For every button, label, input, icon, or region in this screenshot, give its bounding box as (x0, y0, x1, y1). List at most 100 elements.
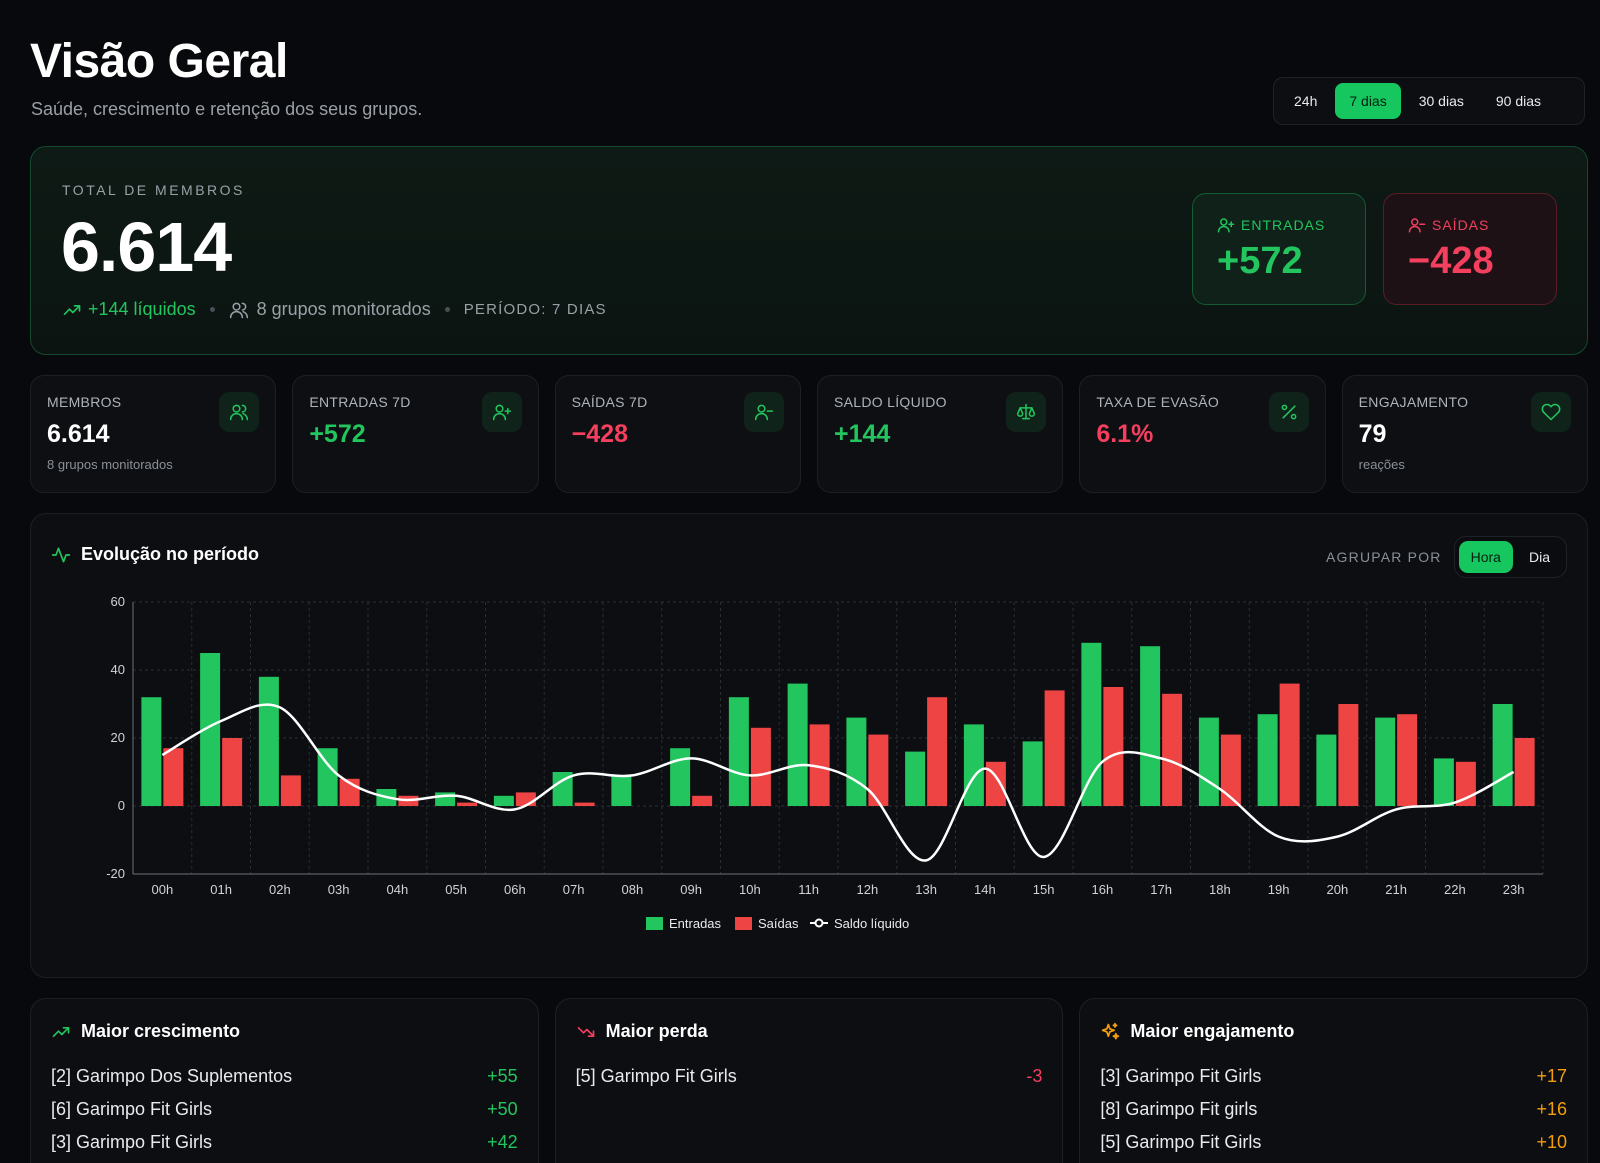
range-tabs: 24h 7 dias 30 dias 90 dias (1273, 77, 1585, 125)
bar-entradas (317, 748, 338, 806)
net-change-label: +144 líquidos (88, 299, 196, 319)
bar-saidas (1397, 714, 1418, 806)
ranking-engagement-card: Maior engajamento [3] Garimpo Fit Girls +… (1079, 998, 1589, 1163)
x-tick-label: 22h (1444, 882, 1466, 897)
group-tab-day[interactable]: Dia (1528, 549, 1550, 565)
bar-saidas (1103, 687, 1124, 806)
x-tick-label: 07h (563, 882, 585, 897)
user-plus-icon (481, 392, 522, 432)
bar-saidas (927, 697, 948, 806)
bar-entradas (200, 653, 221, 806)
net-change: +144 líquidos (62, 299, 196, 320)
bar-entradas (1316, 734, 1337, 806)
bar-saidas (1044, 690, 1065, 806)
ranking-row[interactable]: [3] Garimpo Fit Girls +42 (51, 1126, 518, 1159)
x-tick-label: 03h (328, 882, 350, 897)
bar-entradas (1198, 717, 1219, 806)
x-tick-label: 05h (445, 882, 467, 897)
ranking-group-name: [3] Garimpo Fit Girls (1100, 1066, 1262, 1086)
bar-saidas (1220, 734, 1241, 806)
ranking-group-name: [3] Garimpo Fit Girls (51, 1132, 213, 1152)
evolution-chart: -20 0 20 40 60 00h 01h 02h 03h 04h 05h 06h 07h 08h 09h… (106, 594, 1544, 931)
x-tick-label: 09h (680, 882, 702, 897)
percent-icon (1268, 392, 1309, 432)
x-tick-label: 19h (1268, 882, 1290, 897)
trending-down-icon (577, 1026, 595, 1037)
ranking-row[interactable]: [3] Garimpo Fit Girls +17 (1100, 1060, 1567, 1093)
x-tick-label: 04h (387, 882, 409, 897)
bar-entradas (258, 676, 279, 806)
entries-label-text: ENTRADAS (1241, 217, 1326, 233)
kpi-label: SALDO LÍQUIDO (833, 394, 947, 410)
bar-saidas (280, 775, 301, 806)
user-plus-icon (1217, 218, 1235, 233)
bar-saidas (750, 727, 771, 806)
legend-label-entradas: Entradas (669, 916, 722, 931)
x-tick-label: 14h (974, 882, 996, 897)
ranking-row[interactable]: [5] Garimpo Fit Girls -3 (576, 1060, 1043, 1093)
bar-saidas (692, 795, 713, 806)
bar-entradas (787, 683, 808, 806)
range-tab-90d[interactable]: 90 dias (1495, 93, 1542, 109)
kpi-members: MEMBROS 6.614 8 grupos monitorados (30, 375, 277, 493)
bar-saidas (985, 761, 1006, 806)
ranking-row[interactable]: [2] Garimpo Dos Suplementos +55 (51, 1060, 518, 1093)
ranking-title-text: Maior crescimento (81, 1021, 241, 1041)
bar-entradas (1433, 758, 1454, 806)
bar-entradas (1492, 704, 1513, 806)
ranking-title-text: Maior engajamento (1130, 1021, 1295, 1041)
ranking-group-name: [6] Garimpo Fit Girls (51, 1099, 213, 1119)
hero-meta: +144 líquidos 8 grupos monitorados PERÍO… (62, 299, 607, 320)
scale-icon (1006, 392, 1047, 432)
ranking-group-name: [2] Garimpo Dos Suplementos (51, 1066, 293, 1086)
range-tab-7d[interactable]: 7 dias (1335, 83, 1401, 119)
y-tick-label: 60 (111, 594, 125, 609)
separator-dot (209, 307, 215, 312)
ranking-row[interactable]: [6] Garimpo Fit Girls +50 (51, 1093, 518, 1126)
ranking-value: +16 (1536, 1099, 1568, 1119)
bar-saidas (222, 738, 243, 806)
x-tick-label: 18h (1209, 882, 1231, 897)
ranking-group-name: [8] Garimpo Fit girls (1100, 1099, 1258, 1119)
kpi-value: 79 (1358, 420, 1387, 448)
ranking-row[interactable]: [8] Garimpo Fit girls +16 (1100, 1093, 1567, 1126)
bar-saidas (1162, 693, 1183, 806)
ranking-group-name: [5] Garimpo Fit Girls (575, 1066, 737, 1086)
bar-saidas (809, 724, 830, 806)
kpi-row: MEMBROS 6.614 8 grupos monitorados ENTRA… (30, 375, 1588, 493)
exits-label-text: SAÍDAS (1432, 217, 1490, 233)
kpi-value: −428 (571, 420, 628, 448)
groups-monitored: 8 grupos monitorados (229, 299, 431, 320)
trending-up-icon (63, 304, 81, 315)
bar-saidas (1514, 738, 1535, 806)
trending-up-icon (52, 1026, 70, 1037)
bar-saidas (868, 734, 889, 806)
activity-icon (51, 547, 71, 562)
total-members-label: TOTAL DE MEMBROS (62, 182, 245, 198)
ranking-title: Maior crescimento (51, 1021, 518, 1042)
bar-entradas (611, 775, 632, 806)
exits-card: SAÍDAS −428 (1383, 193, 1557, 305)
x-tick-label: 12h (857, 882, 879, 897)
ranking-row[interactable]: [5] Garimpo Fit Girls +10 (1100, 1126, 1567, 1159)
range-tab-24h[interactable]: 24h (1294, 93, 1318, 109)
kpi-net-balance: SALDO LÍQUIDO +144 (816, 375, 1064, 493)
exits-value: −428 (1408, 240, 1494, 282)
x-tick-label: 10h (739, 882, 761, 897)
ranking-loss-card: Maior perda [5] Garimpo Fit Girls -3 (554, 998, 1064, 1163)
range-tab-30d[interactable]: 30 dias (1418, 93, 1464, 109)
ranking-group-name: [5] Garimpo Fit Girls (1100, 1132, 1262, 1152)
ranking-title: Maior engajamento (1100, 1021, 1567, 1042)
kpi-label: ENGAJAMENTO (1358, 394, 1469, 410)
chart-title: Evolução no período (51, 544, 259, 565)
users-icon (229, 302, 248, 318)
x-tick-label: 06h (504, 882, 526, 897)
group-tab-hour[interactable]: Hora (1458, 541, 1513, 573)
legend-label-saidas: Saídas (758, 916, 799, 931)
kpi-label: TAXA DE EVASÃO (1096, 394, 1220, 410)
ranking-value: +10 (1536, 1132, 1568, 1152)
bar-saidas (515, 792, 536, 806)
legend-swatch-saidas (735, 917, 752, 930)
bar-saidas (574, 802, 595, 806)
line-saldo-liquido (161, 703, 1515, 862)
